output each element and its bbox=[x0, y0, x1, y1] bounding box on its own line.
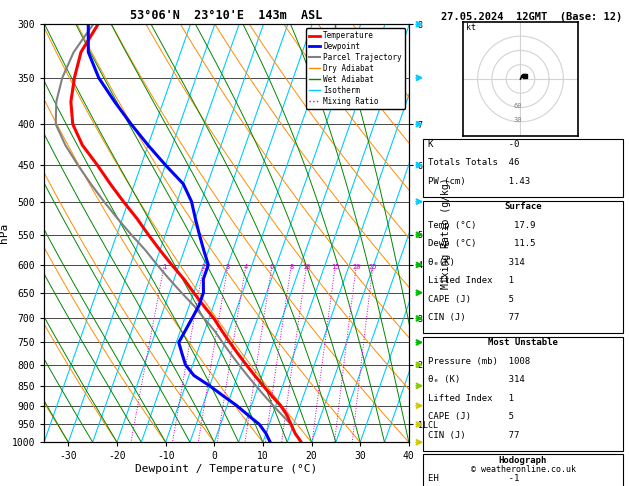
X-axis label: Dewpoint / Temperature (°C): Dewpoint / Temperature (°C) bbox=[135, 464, 318, 474]
Text: Lifted Index   1: Lifted Index 1 bbox=[428, 394, 515, 403]
Text: 8: 8 bbox=[289, 264, 294, 270]
Text: 27.05.2024  12GMT  (Base: 12): 27.05.2024 12GMT (Base: 12) bbox=[441, 12, 622, 22]
Text: θₑ(K)          314: θₑ(K) 314 bbox=[428, 258, 525, 267]
Text: kt: kt bbox=[466, 23, 476, 33]
Text: Pressure (mb)  1008: Pressure (mb) 1008 bbox=[428, 357, 530, 366]
Text: 30: 30 bbox=[513, 117, 522, 123]
Text: PW (cm)        1.43: PW (cm) 1.43 bbox=[428, 177, 530, 186]
Y-axis label: Mixing Ratio (g/kg): Mixing Ratio (g/kg) bbox=[441, 177, 450, 289]
Text: 60: 60 bbox=[513, 103, 522, 108]
Text: CAPE (J)       5: CAPE (J) 5 bbox=[428, 295, 515, 304]
Text: Lifted Index   1: Lifted Index 1 bbox=[428, 276, 515, 285]
Text: Temp (°C)       17.9: Temp (°C) 17.9 bbox=[428, 221, 536, 230]
Text: 25: 25 bbox=[369, 264, 377, 270]
Text: 15: 15 bbox=[331, 264, 340, 270]
Text: Dewp (°C)       11.5: Dewp (°C) 11.5 bbox=[428, 239, 536, 248]
Text: θₑ (K)         314: θₑ (K) 314 bbox=[428, 375, 525, 384]
Text: 1: 1 bbox=[162, 264, 167, 270]
Text: Totals Totals  46: Totals Totals 46 bbox=[428, 158, 520, 168]
Text: EH             -1: EH -1 bbox=[428, 474, 520, 484]
Text: 10: 10 bbox=[303, 264, 311, 270]
Text: Most Unstable: Most Unstable bbox=[488, 338, 558, 347]
Text: Surface: Surface bbox=[504, 202, 542, 211]
Y-axis label: hPa: hPa bbox=[0, 223, 9, 243]
Text: 2: 2 bbox=[201, 264, 206, 270]
Text: K              -0: K -0 bbox=[428, 140, 520, 149]
Text: 20: 20 bbox=[352, 264, 360, 270]
Text: 4: 4 bbox=[244, 264, 248, 270]
Text: 3: 3 bbox=[226, 264, 230, 270]
Title: 53°06'N  23°10'E  143m  ASL: 53°06'N 23°10'E 143m ASL bbox=[130, 9, 323, 22]
Text: CAPE (J)       5: CAPE (J) 5 bbox=[428, 412, 515, 421]
Text: © weatheronline.co.uk: © weatheronline.co.uk bbox=[470, 465, 576, 474]
Text: 6: 6 bbox=[270, 264, 274, 270]
Legend: Temperature, Dewpoint, Parcel Trajectory, Dry Adiabat, Wet Adiabat, Isotherm, Mi: Temperature, Dewpoint, Parcel Trajectory… bbox=[306, 28, 405, 109]
Text: Hodograph: Hodograph bbox=[499, 456, 547, 465]
Text: CIN (J)        77: CIN (J) 77 bbox=[428, 431, 520, 440]
Text: CIN (J)        77: CIN (J) 77 bbox=[428, 313, 520, 322]
